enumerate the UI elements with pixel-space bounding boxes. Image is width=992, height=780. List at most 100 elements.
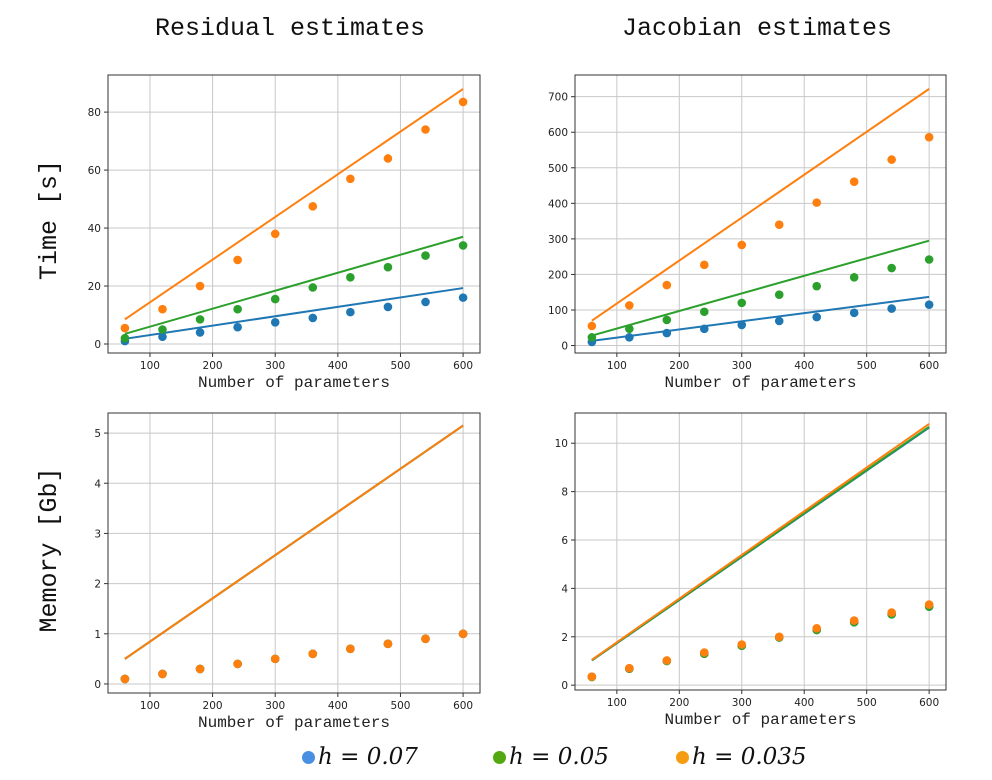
data-point-series-1 [308,283,318,292]
data-point-series-0 [195,328,205,337]
y-tick-label: 600 [548,127,568,139]
data-point-series-0 [270,317,280,327]
legend: h = 0.07 h = 0.05 h = 0.035 [0,744,992,776]
data-point-series-1 [625,324,634,334]
data-point-series-2 [120,674,130,684]
x-tick-label: 200 [203,700,223,712]
data-point-series-0 [383,302,393,312]
axes-frame [107,412,481,694]
data-point-series-2 [458,97,468,107]
data-point-series-1 [158,325,167,334]
data-point-series-0 [887,304,896,313]
data-point-series-2 [346,174,355,184]
x-tick-label: 300 [265,360,285,372]
data-point-series-0 [737,320,747,330]
y-tick-label: 60 [88,165,101,177]
legend-label: h = 0.07 [318,744,418,770]
data-point-series-0 [233,322,242,332]
y-tick-label: 2 [94,579,101,591]
x-axis-label: Number of parameters [198,374,390,392]
axes-frame [107,74,481,354]
data-point-series-0 [924,300,934,309]
column-title-jacobian: Jacobian estimates [622,14,892,43]
legend-item-h-0.035: h = 0.035 [676,744,807,770]
fit-line-series-1 [591,239,930,337]
x-tick-label: 300 [732,360,752,372]
x-tick-label: 500 [857,697,877,709]
data-point-series-2 [195,281,205,291]
y-tick-label: 6 [561,535,568,547]
data-point-series-2 [625,301,634,310]
data-point-series-2 [812,198,822,207]
chart-panel-2: 100 200 300 400 500 600 0 1 2 3 4 5 Number of parame… [94,412,481,732]
data-point-series-2 [774,220,784,229]
x-tick-label: 100 [607,697,627,709]
x-tick-label: 400 [328,360,348,372]
x-tick-label: 600 [453,700,473,712]
y-tick-label: 0 [94,679,101,691]
x-tick-label: 100 [607,360,627,372]
data-point-series-0 [662,328,672,338]
y-tick-label: 20 [88,281,101,293]
x-tick-label: 500 [390,360,410,372]
row-label-memory: Memory [Gb] [35,467,64,632]
x-tick-label: 600 [453,360,473,372]
y-tick-label: 40 [88,223,101,235]
x-tick-label: 300 [265,700,285,712]
y-tick-label: 8 [561,487,568,499]
fit-line-series-2 [124,424,464,660]
y-tick-label: 700 [548,92,568,104]
x-tick-label: 100 [140,360,160,372]
data-point-series-0 [158,332,167,342]
data-point-series-0 [849,308,859,318]
x-tick-label: 200 [669,360,689,372]
row-label-time: Time [s] [35,160,64,280]
y-tick-label: 80 [88,107,101,119]
x-axis-label: Number of parameters [198,714,390,732]
x-tick-label: 200 [669,697,689,709]
y-tick-label: 0 [561,341,568,353]
data-point-series-2 [383,154,393,163]
data-point-series-1 [458,241,468,250]
x-axis-label: Number of parameters [664,711,856,729]
data-point-series-2 [308,649,318,659]
y-tick-label: 400 [548,198,568,210]
data-point-series-2 [383,639,393,649]
data-point-series-1 [587,333,597,342]
legend-dot-icon [302,750,315,764]
x-tick-label: 400 [794,697,814,709]
data-point-series-0 [346,307,355,317]
data-point-series-2 [270,654,280,664]
data-point-series-2 [270,229,280,239]
x-tick-label: 400 [328,700,348,712]
fit-line-series-2 [591,423,930,661]
data-point-series-2 [233,659,242,669]
y-tick-label: 300 [548,234,568,246]
data-point-series-2 [662,280,672,290]
legend-item-h-0.05: h = 0.05 [493,744,609,770]
data-point-series-2 [887,155,896,164]
data-point-series-2 [587,672,597,681]
data-point-series-2 [737,640,747,649]
x-tick-label: 600 [919,360,939,372]
data-point-series-2 [849,616,859,625]
data-point-series-2 [195,664,205,674]
data-point-series-2 [887,608,896,617]
data-point-series-1 [737,298,747,308]
data-point-series-0 [421,297,430,307]
legend-label: h = 0.05 [509,744,609,770]
y-tick-label: 0 [94,339,101,351]
data-point-series-2 [308,202,318,211]
data-point-series-1 [887,263,896,273]
data-point-series-2 [458,629,468,639]
data-point-series-2 [625,663,634,673]
x-axis-label: Number of parameters [664,374,856,392]
figure: Residual estimates Jacobian estimates Ti… [35,14,947,732]
data-point-series-2 [737,240,747,250]
data-point-series-0 [812,312,822,322]
y-tick-label: 500 [548,163,568,175]
fit-line-series-0 [124,287,464,340]
data-point-series-1 [346,273,355,282]
fit-line-series-1 [124,235,464,335]
x-tick-label: 200 [203,360,223,372]
